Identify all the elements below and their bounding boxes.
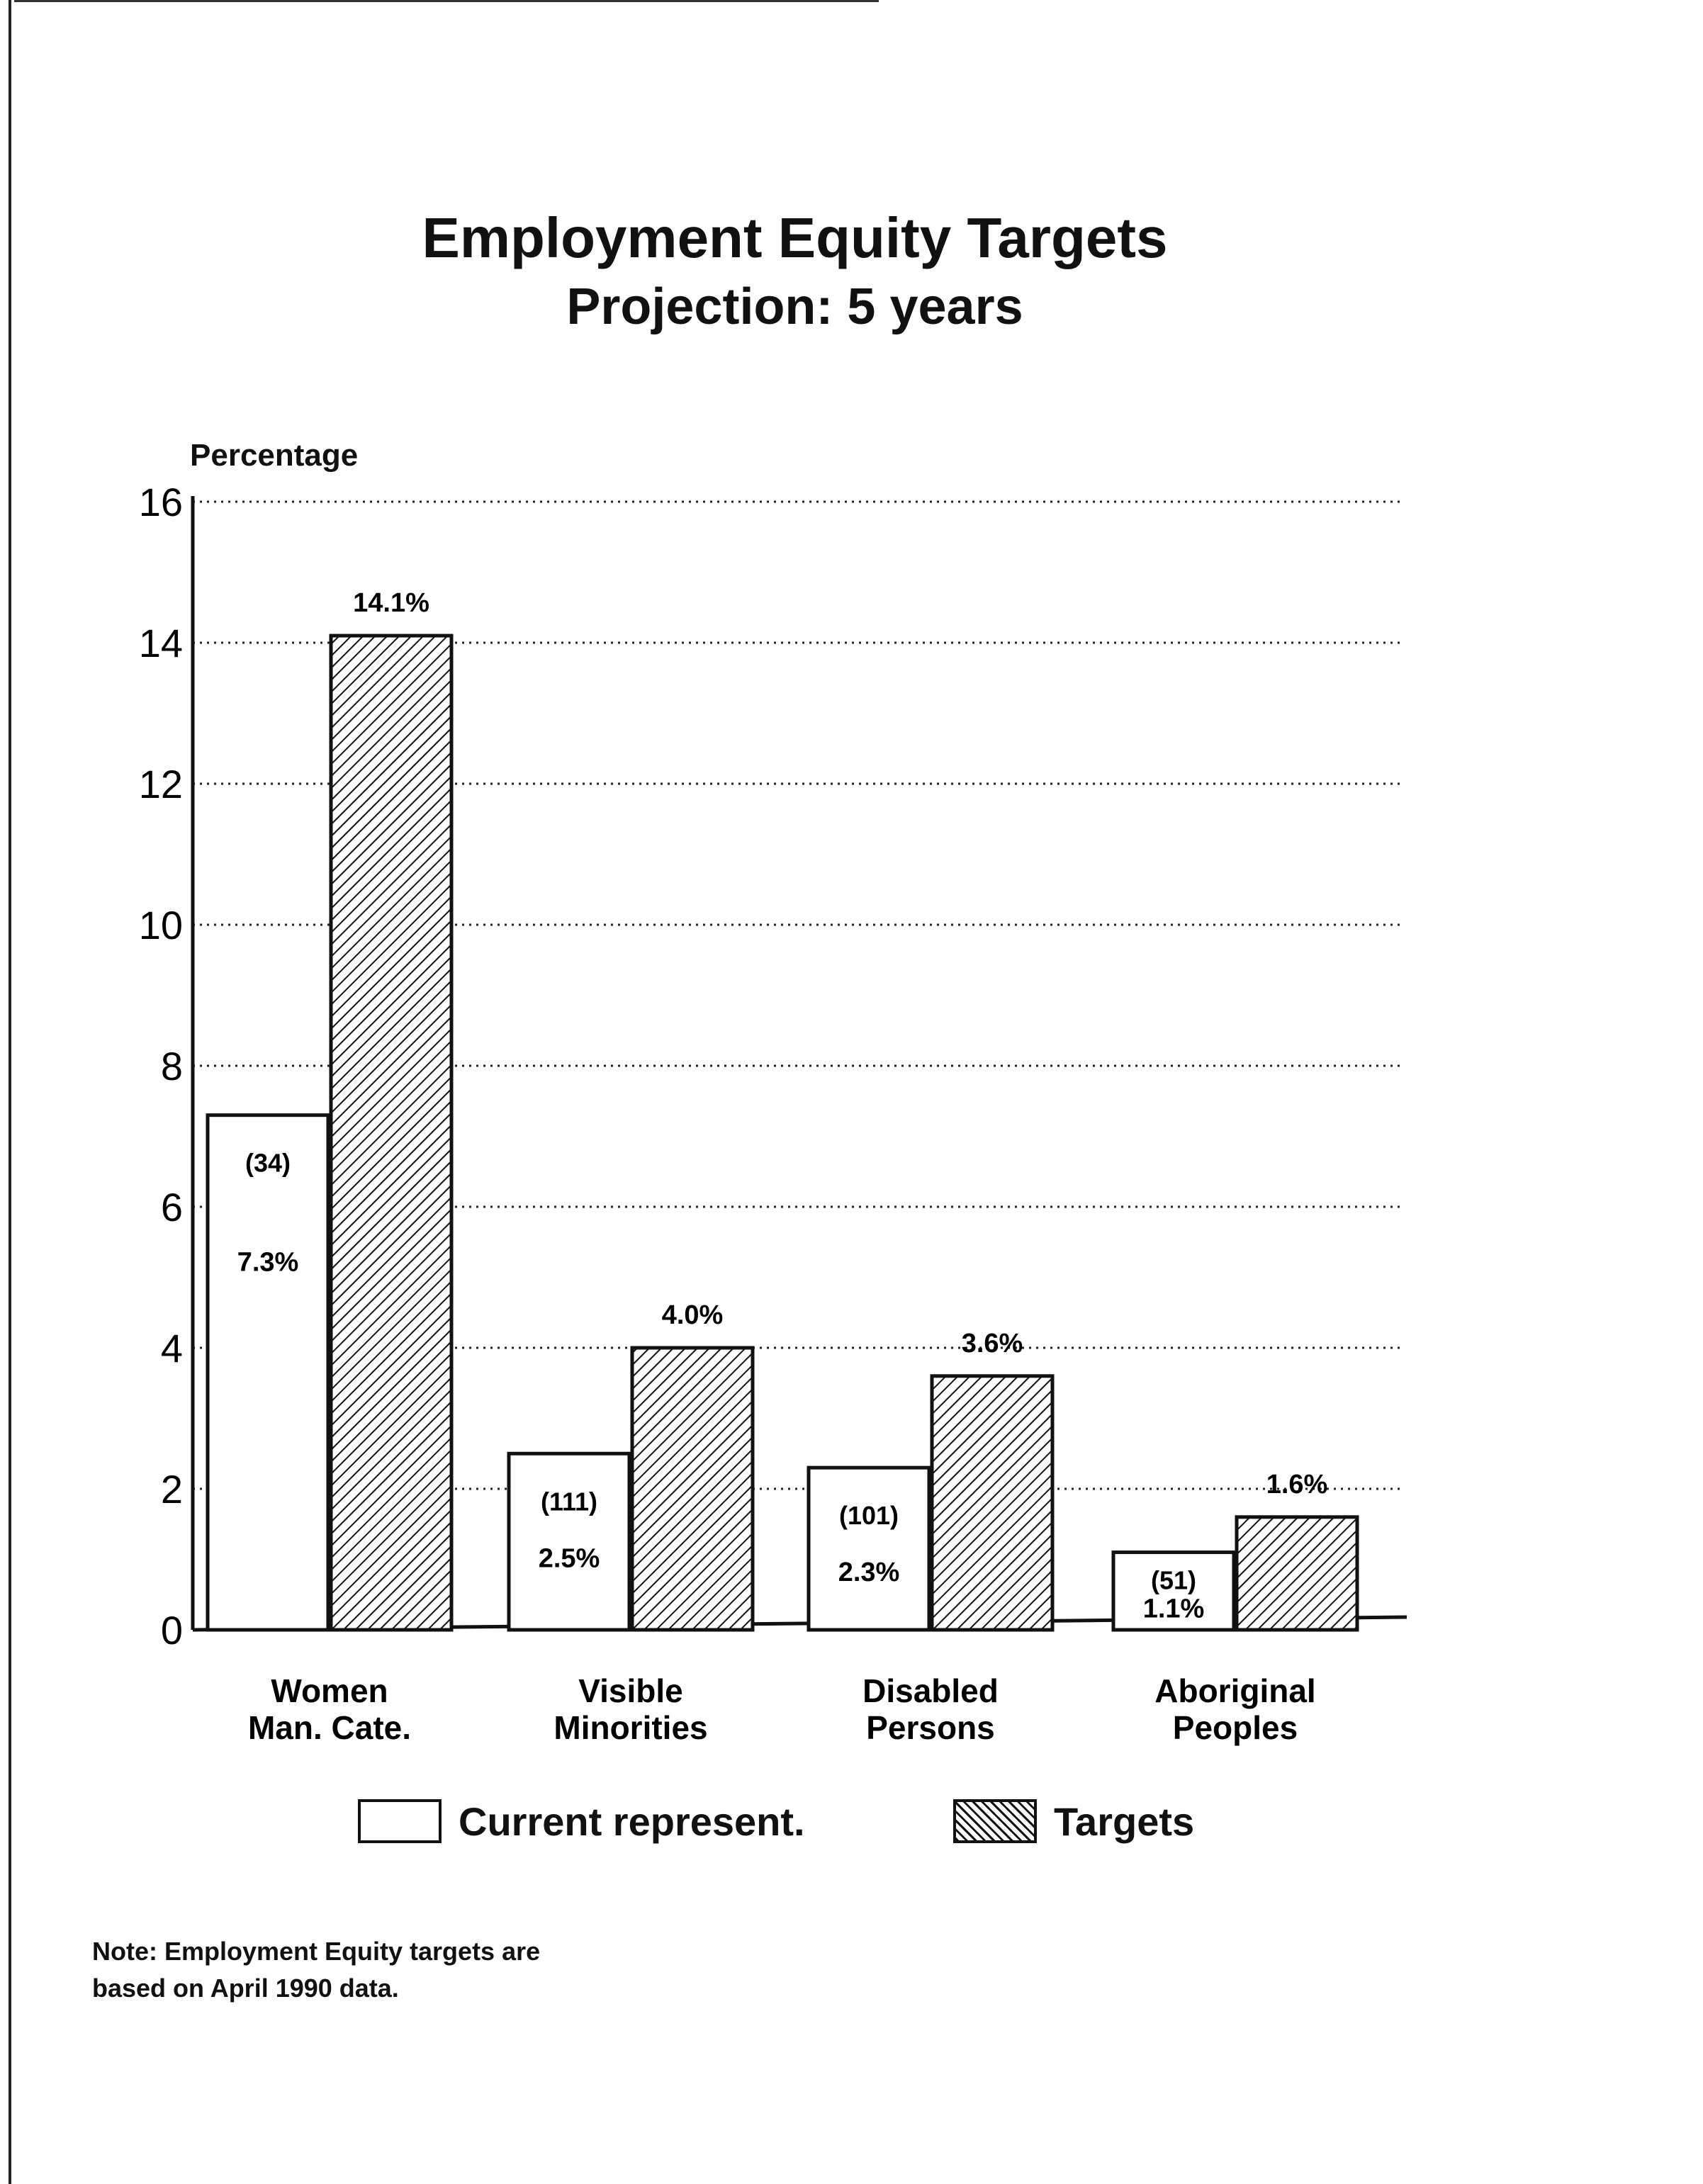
x-category-label: Peoples <box>1173 1709 1298 1746</box>
chart-subtitle: Projection: 5 years <box>566 278 1023 335</box>
x-category-label: Persons <box>866 1709 995 1746</box>
bar-target <box>1235 1515 1359 1632</box>
y-tick-label: 16 <box>139 480 183 524</box>
legend-label-current: Current represent. <box>459 1799 805 1844</box>
footnote-line-1: Note: Employment Equity targets are <box>92 1937 541 1966</box>
x-category-label: Aboriginal <box>1154 1672 1315 1709</box>
y-axis-label: Percentage <box>190 438 359 473</box>
bar-label-current: 2.3% <box>838 1558 900 1587</box>
bar-count-current: (34) <box>245 1149 291 1178</box>
x-category-label: Disabled <box>862 1672 999 1709</box>
y-tick-label: 2 <box>161 1467 183 1512</box>
x-category-label: Women <box>271 1672 388 1709</box>
bar-label-target: 3.6% <box>962 1329 1023 1358</box>
legend-swatch-current <box>358 1799 442 1843</box>
y-tick-label: 12 <box>139 762 183 806</box>
y-tick-label: 14 <box>139 621 183 665</box>
legend-swatch-targets <box>953 1799 1037 1843</box>
chart-title: Employment Equity Targets <box>422 206 1168 269</box>
bar-current <box>806 1465 931 1632</box>
left-border-rule <box>0 0 11 2184</box>
bar-label-target: 4.0% <box>662 1300 724 1330</box>
footnote-line-2: based on April 1990 data. <box>92 1974 399 2003</box>
legend-label-targets: Targets <box>1054 1799 1195 1844</box>
y-tick-label: 10 <box>139 903 183 947</box>
y-tick-label: 8 <box>161 1044 183 1088</box>
bar-label-current: 7.3% <box>237 1248 299 1278</box>
legend-current: Current represent. <box>358 1793 805 1850</box>
bar-current <box>507 1451 631 1632</box>
top-border-rule <box>14 0 879 2</box>
x-category-label: Visible <box>578 1672 682 1709</box>
legend-targets: Targets <box>953 1793 1194 1850</box>
bar-label-target: 1.6% <box>1266 1470 1328 1499</box>
x-category-label: Minorities <box>553 1709 707 1746</box>
bar-target <box>930 1374 1055 1632</box>
bar-current <box>206 1113 330 1632</box>
y-tick-label: 6 <box>161 1185 183 1229</box>
footnote: Note: Employment Equity targets are base… <box>92 1933 631 2007</box>
bar-label-current: 1.1% <box>1143 1594 1205 1624</box>
bar-count-current: (101) <box>839 1501 899 1530</box>
bar-target <box>329 634 454 1632</box>
bar-count-current: (51) <box>1151 1566 1196 1595</box>
bar-current <box>1111 1550 1236 1632</box>
bar-target <box>630 1346 755 1632</box>
bar-label-current: 2.5% <box>539 1543 600 1573</box>
y-tick-label: 0 <box>161 1608 183 1653</box>
y-tick-label: 4 <box>161 1326 183 1370</box>
bar-label-target: 14.1% <box>353 588 429 618</box>
bar-count-current: (111) <box>541 1487 597 1516</box>
x-category-label: Man. Cate. <box>248 1709 411 1746</box>
